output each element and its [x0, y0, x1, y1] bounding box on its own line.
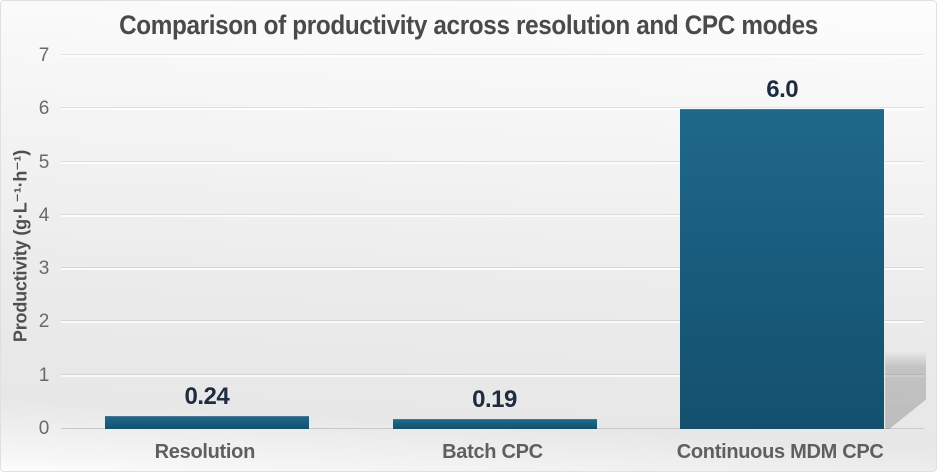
y-tick-label-4: 4 [38, 204, 50, 226]
category-label-3: Continuous MDM CPC [676, 441, 884, 463]
y-tick-label-3: 3 [38, 258, 50, 280]
y-tick-label-1: 1 [38, 364, 50, 386]
y-tick-label-5: 5 [38, 151, 50, 173]
bar-value-label-2: 0.19 [472, 386, 517, 413]
gridline-y-1 [61, 374, 924, 377]
category-label-2: Batch CPC [442, 441, 543, 463]
bar-3 [680, 109, 885, 429]
gridline-y-3 [61, 268, 924, 271]
gridline-y-2 [61, 321, 924, 324]
gridline-y-6 [61, 108, 924, 111]
category-label-1: Resolution [154, 441, 256, 463]
bar-2 [392, 419, 597, 429]
y-tick-label-2: 2 [38, 311, 50, 333]
bar-value-label-3: 6.0 [766, 76, 799, 103]
gridline-y-5 [61, 161, 924, 164]
y-tick-label-0: 0 [38, 418, 50, 439]
bar-value-label-1: 0.24 [184, 383, 230, 410]
gridline-y-7 [61, 55, 924, 57]
y-tick-label-6: 6 [38, 98, 50, 120]
bar-1 [104, 416, 309, 429]
gridline-y-4 [61, 214, 924, 217]
chart-title: Comparison of productivity across resolu… [119, 10, 818, 40]
y-tick-label-7: 7 [38, 45, 50, 66]
